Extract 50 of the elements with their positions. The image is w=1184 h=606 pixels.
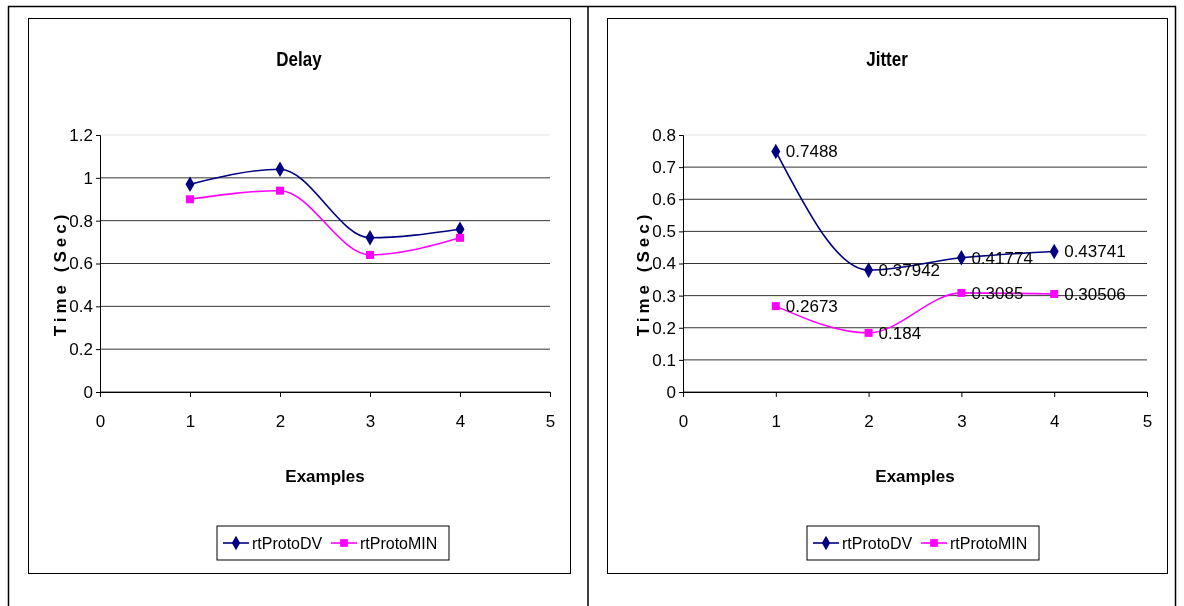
data-label: 0.184 bbox=[878, 323, 922, 343]
chart-title: Jitter bbox=[866, 47, 908, 71]
y-tick-label: 0.7 bbox=[652, 158, 676, 178]
y-tick-label: 0.4 bbox=[69, 297, 93, 317]
data-label: 0.7488 bbox=[785, 142, 838, 162]
legend-label: rtProtoDV bbox=[842, 535, 913, 552]
data-label: 0.43741 bbox=[1064, 242, 1126, 262]
x-tick-label: 4 bbox=[455, 412, 466, 432]
y-tick-label: 0 bbox=[83, 382, 93, 402]
x-tick-label: 5 bbox=[545, 412, 556, 432]
y-tick-label: 0.8 bbox=[652, 125, 676, 145]
y-tick-label: 0.2 bbox=[69, 340, 93, 360]
x-tick-label: 3 bbox=[957, 412, 967, 432]
y-tick-label: 0.8 bbox=[69, 211, 93, 231]
y-axis-title: Time (Sec) bbox=[51, 210, 70, 337]
y-tick-label: 1.2 bbox=[69, 125, 93, 145]
legend-label: rtProtoMIN bbox=[360, 535, 438, 552]
point bbox=[957, 288, 966, 297]
legend-label: rtProtoDV bbox=[252, 535, 323, 552]
data-label: 0.2673 bbox=[785, 297, 838, 317]
point bbox=[366, 250, 374, 259]
point bbox=[864, 328, 873, 337]
x-tick-label: 1 bbox=[771, 412, 782, 432]
x-tick-label: 0 bbox=[678, 412, 689, 432]
y-tick-label: 0.2 bbox=[652, 318, 676, 338]
y-tick-label: 0.1 bbox=[652, 350, 676, 370]
data-label: 0.37942 bbox=[878, 261, 941, 281]
point bbox=[276, 186, 284, 195]
y-tick-label: 1 bbox=[83, 168, 93, 188]
x-tick-label: 2 bbox=[864, 412, 874, 432]
x-tick-label: 1 bbox=[185, 412, 196, 432]
chart-title: Delay bbox=[276, 47, 323, 71]
point bbox=[771, 302, 780, 311]
y-axis-title: Time (Sec) bbox=[634, 210, 653, 337]
x-tick-label: 5 bbox=[1142, 412, 1153, 432]
x-tick-label: 2 bbox=[275, 412, 286, 432]
y-tick-label: 0.6 bbox=[652, 190, 676, 210]
y-tick-label: 0.3 bbox=[652, 286, 676, 306]
x-tick-label: 4 bbox=[1049, 412, 1060, 432]
x-axis-title: Examples bbox=[875, 467, 955, 486]
point bbox=[1050, 290, 1059, 298]
y-tick-label: 0 bbox=[666, 382, 676, 402]
point bbox=[186, 195, 194, 204]
x-tick-label: 3 bbox=[365, 412, 376, 432]
y-tick-label: 0.6 bbox=[69, 254, 93, 274]
y-tick-label: 0.5 bbox=[652, 222, 676, 242]
legend-label: rtProtoMIN bbox=[950, 535, 1028, 552]
y-tick-label: 0.4 bbox=[652, 254, 676, 274]
x-axis-title: Examples bbox=[285, 467, 365, 486]
point bbox=[456, 233, 464, 242]
